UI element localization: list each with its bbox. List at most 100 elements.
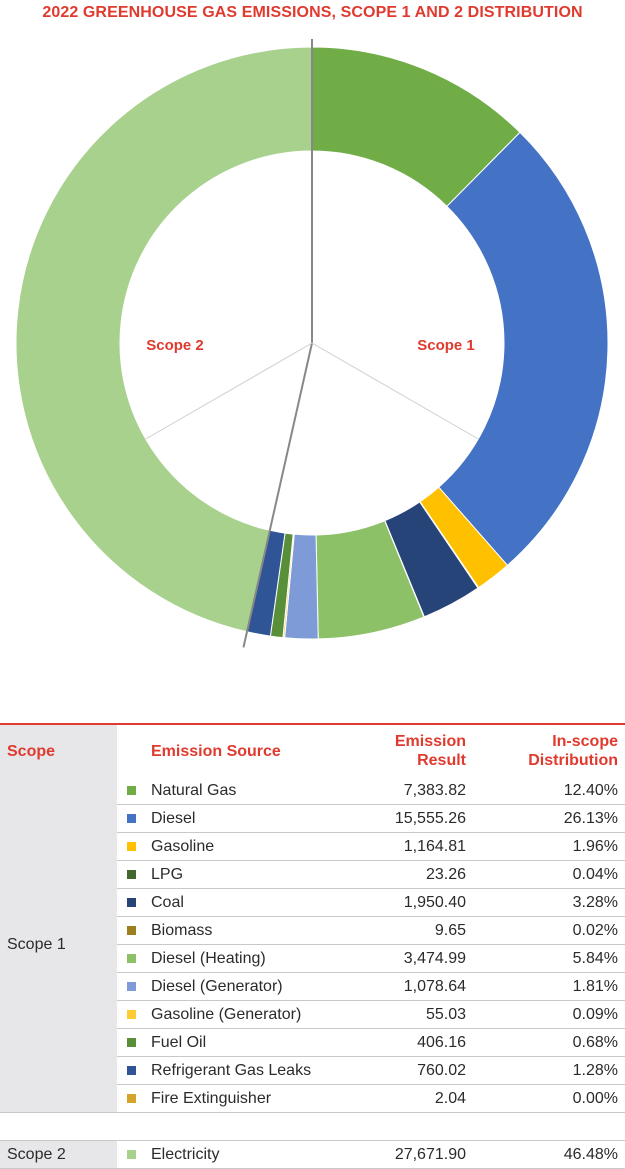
emission-result-cell: 1,078.64: [403, 977, 466, 995]
emission-source-label: Natural Gas: [151, 781, 237, 799]
inscope-distribution-cell: 1.96%: [572, 837, 618, 855]
inscope-distribution-cell: 3.28%: [572, 893, 618, 911]
emission-source-label: LPG: [151, 865, 184, 883]
legend-swatch: [127, 1065, 136, 1075]
inscope-distribution-cell: 46.48%: [563, 1145, 618, 1163]
spacer-cell: [470, 1112, 625, 1141]
emission-source-label: Fire Extinguisher: [151, 1089, 272, 1107]
spacer-cell: [0, 1112, 117, 1141]
legend-swatch: [127, 981, 136, 991]
emissions-table: Scope Emission Source Emission Result In…: [0, 723, 625, 1169]
legend-swatch: [127, 1149, 136, 1159]
inscope-distribution-cell: 0.09%: [572, 1005, 618, 1023]
scope-1-cell: Scope 1: [0, 777, 117, 1113]
table-row: Coal 1,950.40 3.28%: [0, 889, 625, 917]
emission-result-cell: 1,164.81: [403, 837, 466, 855]
table-header-row: Scope Emission Source Emission Result In…: [0, 724, 625, 777]
emission-source-label: Gasoline (Generator): [151, 1005, 302, 1023]
emission-source-cell: Biomass: [117, 917, 358, 945]
table-row: Biomass 9.65 0.02%: [0, 917, 625, 945]
table-row: Diesel (Heating) 3,474.99 5.84%: [0, 945, 625, 973]
table-row: Fire Extinguisher 2.04 0.00%: [0, 1085, 625, 1113]
inscope-distribution-cell: 0.04%: [572, 865, 618, 883]
table-row: Refrigerant Gas Leaks 760.02 1.28%: [0, 1057, 625, 1085]
emission-source-label: Diesel (Generator): [151, 977, 283, 995]
emission-result-cell: 760.02: [417, 1061, 466, 1079]
emission-source-cell: Coal: [117, 889, 358, 917]
legend-swatch: [127, 1009, 136, 1019]
donut-chart: Scope 1 Scope 2: [15, 39, 609, 648]
emission-source-cell: Fire Extinguisher: [117, 1085, 358, 1113]
inner-divider-line: [311, 342, 479, 440]
emission-source-cell: Gasoline (Generator): [117, 1001, 358, 1029]
emission-source-cell: Refrigerant Gas Leaks: [117, 1057, 358, 1085]
emission-source-label: Diesel: [151, 809, 196, 827]
table-row: Gasoline (Generator) 55.03 0.09%: [0, 1001, 625, 1029]
emission-source-cell: LPG: [117, 861, 358, 889]
table-row: Diesel (Generator) 1,078.64 1.81%: [0, 973, 625, 1001]
legend-swatch: [127, 813, 136, 823]
emission-source-label: Gasoline: [151, 837, 215, 855]
legend-swatch: [127, 953, 136, 963]
inner-label-scope-1: Scope 1: [417, 337, 475, 354]
emission-source-cell: Natural Gas: [117, 777, 358, 805]
inscope-distribution-cell: 1.81%: [572, 977, 618, 995]
spacer-cell: [358, 1112, 470, 1141]
emission-result-cell: 27,671.90: [394, 1145, 466, 1163]
inscope-distribution-cell: 12.40%: [563, 781, 618, 799]
emission-result-cell: 7,383.82: [403, 781, 466, 799]
emission-result-cell: 406.16: [417, 1033, 466, 1051]
emission-source-cell: Gasoline: [117, 833, 358, 861]
emission-source-cell: Diesel (Heating): [117, 945, 358, 973]
table-row: LPG 23.26 0.04%: [0, 861, 625, 889]
emission-source-cell: Electricity: [117, 1141, 358, 1169]
legend-swatch: [127, 785, 136, 795]
chart-title: 2022 GREENHOUSE GAS EMISSIONS, SCOPE 1 A…: [42, 4, 583, 21]
emission-source-label: Coal: [151, 893, 184, 911]
header-emission-source: Emission Source: [151, 742, 281, 760]
table-row: Diesel 15,555.26 26.13%: [0, 805, 625, 833]
donut-slice-diesel: [438, 131, 609, 567]
inner-label-scope-2: Scope 2: [146, 337, 204, 354]
inscope-distribution-cell: 0.00%: [572, 1089, 618, 1107]
inner-divider-line: [145, 342, 313, 440]
header-inscope-distribution-line1: In-scope: [552, 733, 618, 750]
scope-2-cell: Scope 2: [0, 1140, 117, 1169]
inscope-distribution-cell: 5.84%: [572, 949, 618, 967]
emission-source-cell: Fuel Oil: [117, 1029, 358, 1057]
emission-result-cell: 15,555.26: [394, 809, 466, 827]
header-scope: Scope: [0, 724, 117, 777]
emission-result-cell: 1,950.40: [403, 893, 466, 911]
table-row: Fuel Oil 406.16 0.68%: [0, 1029, 625, 1057]
emission-source-label: Refrigerant Gas Leaks: [151, 1061, 312, 1079]
emission-source-cell: Diesel: [117, 805, 358, 833]
legend-swatch: [127, 869, 136, 879]
header-emission-result: Emission Result: [358, 724, 470, 777]
inscope-distribution-cell: 0.02%: [572, 921, 618, 939]
table-row: Scope 2 Electricity 27,671.90 46.48%: [0, 1140, 625, 1169]
emission-source-label: Diesel (Heating): [151, 949, 266, 967]
emission-result-cell: 23.26: [425, 865, 466, 883]
header-inscope-distribution-line2: Distribution: [528, 752, 618, 769]
emission-result-cell: 9.65: [434, 921, 466, 939]
emission-source-label: Fuel Oil: [151, 1033, 207, 1051]
emission-result-cell: 55.03: [425, 1005, 466, 1023]
legend-swatch: [127, 1037, 136, 1047]
legend-swatch: [127, 925, 136, 935]
inscope-distribution-cell: 0.68%: [572, 1033, 618, 1051]
emission-result-cell: 2.04: [434, 1089, 466, 1107]
header-emission-result-line1: Emission: [394, 733, 466, 750]
header-inscope-distribution: In-scope Distribution: [470, 724, 625, 777]
legend-swatch: [127, 1093, 136, 1103]
scope-divider-bottom: [242, 342, 313, 648]
legend-swatch: [127, 841, 136, 851]
table-row: Gasoline 1,164.81 1.96%: [0, 833, 625, 861]
spacer-cell: [117, 1112, 358, 1141]
inscope-distribution-cell: 26.13%: [563, 809, 618, 827]
emission-source-label: Electricity: [151, 1145, 220, 1163]
table-spacer-row: [0, 1112, 625, 1141]
emission-source-cell: Diesel (Generator): [117, 973, 358, 1001]
emission-source-label: Biomass: [151, 921, 213, 939]
inscope-distribution-cell: 1.28%: [572, 1061, 618, 1079]
emission-result-cell: 3,474.99: [403, 949, 466, 967]
